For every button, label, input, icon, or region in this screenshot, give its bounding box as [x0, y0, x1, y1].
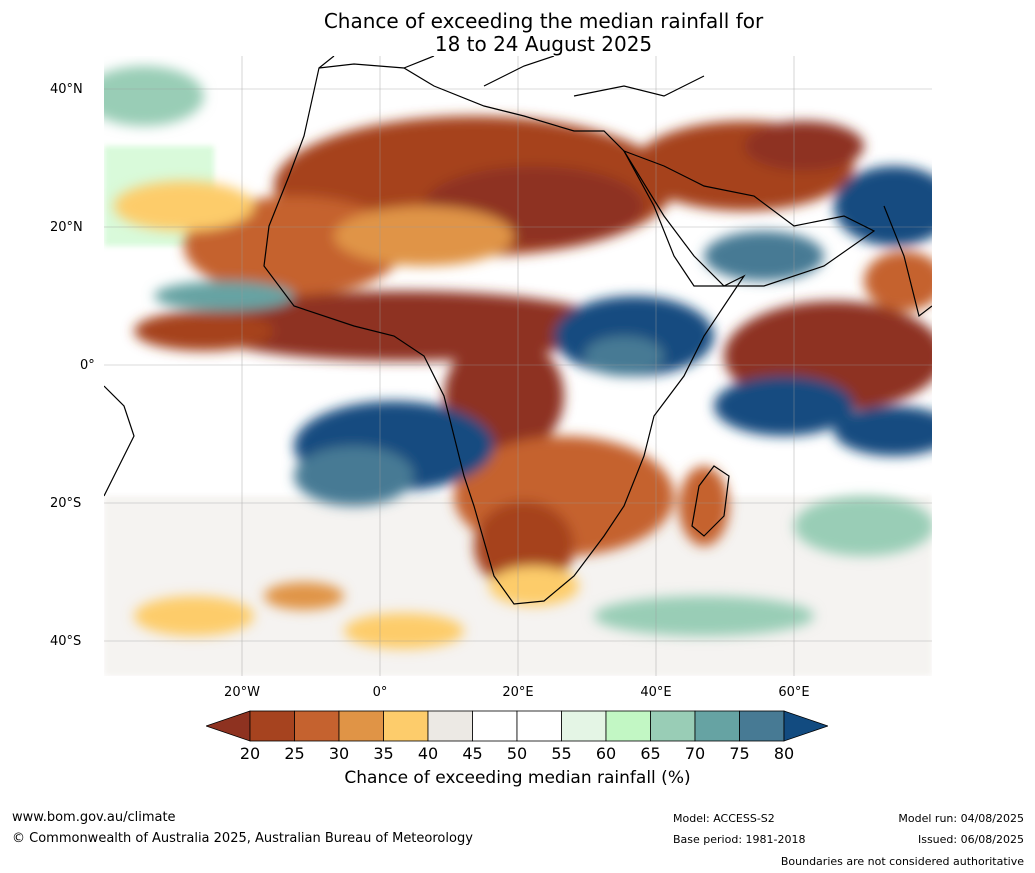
colorbar-tick-50: 50 [506, 744, 528, 763]
colorbar-tick-80: 80 [773, 744, 795, 763]
colorbar-tick-45: 45 [462, 744, 483, 763]
lon-label-20e: 20°E [502, 685, 534, 700]
colorbar-box-30-35 [338, 710, 384, 742]
lon-label-40e: 40°E [640, 685, 672, 700]
footer-model-run: Model run: 04/08/2025 [898, 812, 1024, 825]
colorbar-box-70-75 [694, 710, 740, 742]
colorbar-box-65-70 [650, 710, 696, 742]
colorbar-tick-70: 70 [684, 744, 706, 763]
colorbar-tick-30: 30 [328, 744, 350, 763]
rainfall-map [104, 56, 932, 676]
lon-label-20w: 20°W [224, 685, 260, 700]
colorbar-box-45-50 [472, 710, 518, 742]
colorbar-tick-25: 25 [284, 744, 305, 763]
rainfall-map-svg [104, 56, 932, 676]
colorbar-tick-20: 20 [239, 744, 261, 763]
colorbar [206, 710, 828, 742]
colorbar-box-60-65 [605, 710, 651, 742]
colorbar-box-35-40 [383, 710, 429, 742]
footer-base-period: Base period: 1981-2018 [673, 833, 806, 846]
colorbar-box-25-30 [294, 710, 340, 742]
colorbar-tick-60: 60 [595, 744, 617, 763]
africa-coastline [263, 63, 746, 605]
lat-label-0: 0° [80, 358, 95, 373]
lat-label-40s: 40°S [50, 634, 82, 649]
colorbar-extend-low [206, 710, 251, 742]
colorbar-label: Chance of exceeding median rainfall (%) [344, 768, 691, 788]
map-title: Chance of exceeding the median rainfall … [0, 10, 1035, 56]
lon-label-0: 0° [372, 685, 388, 700]
south-america-coastline [104, 385, 135, 497]
colorbar-box-55-60 [561, 710, 607, 742]
lat-label-40n: 40°N [50, 82, 83, 97]
colorbar-tick-75: 75 [729, 744, 750, 763]
footer-website: www.bom.gov.au/climate [12, 810, 176, 825]
europe-coastline [318, 56, 705, 97]
colorbar-tick-35: 35 [373, 744, 394, 763]
colorbar-tick-55: 55 [551, 744, 572, 763]
footer-disclaimer: Boundaries are not considered authoritat… [780, 855, 1024, 868]
lat-label-20s: 20°S [50, 496, 82, 511]
colorbar-tick-65: 65 [640, 744, 661, 763]
footer-model: Model: ACCESS-S2 [673, 812, 775, 825]
lat-label-20n: 20°N [50, 220, 83, 235]
colorbar-box-40-45 [427, 710, 473, 742]
footer-copyright: © Commonwealth of Australia 2025, Austra… [12, 831, 473, 846]
title-line-1: Chance of exceeding the median rainfall … [323, 9, 764, 33]
madagascar-coastline [691, 465, 730, 537]
india-coastline [883, 205, 932, 318]
colorbar-extend-high [783, 710, 828, 742]
arabia-coastline [622, 149, 876, 287]
lon-label-60e: 60°E [778, 685, 810, 700]
footer-issued: Issued: 06/08/2025 [917, 833, 1024, 846]
colorbar-tick-40: 40 [417, 744, 439, 763]
colorbar-box-50-55 [516, 710, 562, 742]
colorbar-box-20-25 [249, 710, 295, 742]
title-line-2: 18 to 24 August 2025 [434, 32, 653, 56]
colorbar-box-75-80 [739, 710, 785, 742]
